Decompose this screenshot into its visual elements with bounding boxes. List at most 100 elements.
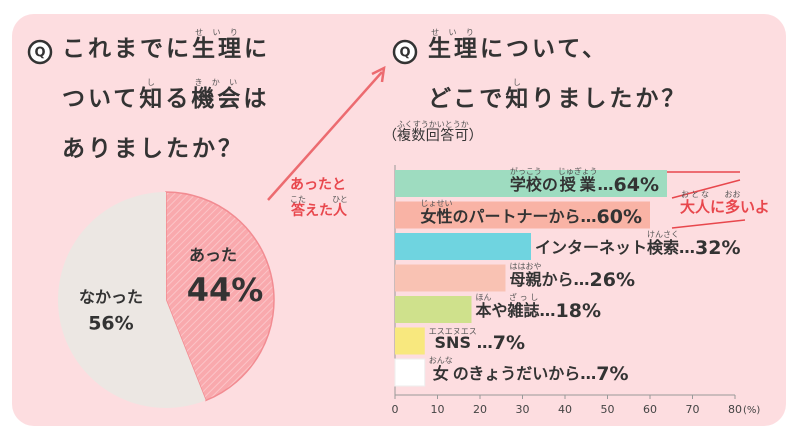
text: ） [468, 128, 483, 144]
text: 生理 [192, 36, 244, 62]
text: 知 [139, 86, 166, 112]
line: これまでに生理せいりに [62, 24, 270, 74]
ruby-text: 生理せいり [428, 28, 480, 62]
category-label: なかった [79, 288, 143, 307]
text: 授業 [557, 175, 598, 194]
bar-label: 母親ははおや から… 26% [510, 258, 636, 292]
furigana: おんな [428, 356, 453, 365]
furigana: せいり [428, 28, 480, 37]
x-tick-label: 70 [686, 403, 700, 416]
separator: … [476, 332, 493, 352]
bar [395, 170, 667, 197]
furigana: ざっし [507, 293, 540, 302]
text: 生理 [428, 36, 480, 62]
text: に [710, 198, 726, 216]
pie-slice [165, 191, 275, 402]
ruby-text: 雑誌ざっし [508, 293, 540, 323]
ruby-text: 女おんな [429, 356, 453, 386]
text: 機会 [191, 86, 244, 112]
q-icon [392, 39, 418, 65]
furigana: こた [290, 195, 306, 204]
text: インターネット [535, 238, 648, 257]
ruby-text: 大人おとな [680, 190, 710, 216]
text: に [244, 36, 270, 62]
bar-label: 本ほんや雑誌ざっし… 18% [476, 289, 602, 323]
text: （ [383, 128, 397, 144]
subtitle: （複数回答可ふくすうかいとうか） [383, 120, 483, 145]
text: 人 [332, 203, 348, 219]
furigana: がっこう [509, 167, 542, 176]
furigana: じょせい [420, 198, 453, 208]
ruby-text: 機会きかい [191, 78, 244, 112]
text: のパートナーから [452, 206, 581, 226]
text: 本 [475, 301, 492, 320]
text: は [243, 86, 270, 112]
furigana: きかい [191, 78, 244, 87]
x-tick-label: 20 [473, 403, 487, 416]
separator: … [580, 206, 597, 226]
line: 生理せいりについて、 [428, 24, 687, 74]
q-icon-text: Q [399, 46, 410, 61]
text: 多 [724, 198, 741, 216]
value-label: 7% [596, 363, 629, 385]
title: これまでに生理せいりに ついて知しる機会きかいはありましたか？ [62, 24, 270, 174]
text: ありましたか？ [62, 136, 244, 162]
annotation: あったと 答こたえた人ひと [290, 175, 348, 221]
furigana: エスエヌエス [428, 326, 477, 336]
furigana: けんさく [647, 230, 680, 239]
bar-label: 女おんな のきょうだいから… 7% [429, 352, 629, 386]
bar-label: インターネット 検索けんさく… 32% [535, 226, 741, 260]
line: ありましたか？ [62, 124, 270, 174]
separator: … [597, 175, 614, 194]
line: どこで知しりましたか？ [428, 74, 687, 124]
text: について、 [480, 36, 609, 62]
value-label: 60% [596, 205, 642, 228]
title: 生理せいりについて、 どこで知しりましたか？ [428, 24, 687, 124]
value-label: 32% [695, 237, 741, 259]
q-icon [27, 39, 53, 65]
text: SNS [428, 332, 477, 352]
ruby-text: 学校がっこう [510, 167, 542, 197]
text: 母親 [509, 269, 542, 289]
ruby-text: 生理せいり [192, 28, 244, 62]
ruby-text: 授業じゅぎょう [558, 167, 598, 197]
x-tick-label: 50 [601, 403, 615, 416]
text: あったと [290, 177, 346, 193]
text: どこで [428, 86, 506, 112]
value-label: 18% [555, 300, 602, 322]
text: 雑誌 [507, 301, 540, 320]
x-tick-label: 60 [643, 403, 657, 416]
ruby-text: 知し [505, 78, 532, 112]
pie-slice [58, 192, 206, 408]
ruby-text: 多おお [724, 190, 741, 216]
text: 複数回答可 [396, 128, 469, 144]
bar-label: 女性じょせい のパートナーから… 60% [420, 195, 642, 229]
text: りましたか？ [531, 86, 688, 112]
ruby-text: 女性じょせい [420, 199, 452, 229]
annotation-line [671, 179, 746, 229]
x-tick-label: 10 [431, 403, 445, 416]
ruby-text: 本ほん [476, 293, 492, 323]
q-icon-text: Q [34, 46, 45, 61]
text: る [165, 86, 192, 112]
furigana: ふくすうかいとうか [396, 120, 469, 129]
text: えた [305, 203, 333, 219]
value-label: 26% [589, 268, 636, 291]
separator: … [573, 269, 590, 289]
furigana: おお [724, 190, 741, 199]
text: いよ [740, 198, 770, 216]
bar [395, 233, 531, 260]
ruby-text: 複数回答可ふくすうかいとうか [396, 120, 469, 144]
ruby-text: 母親ははおや [510, 262, 542, 292]
furigana: おとな [680, 190, 710, 199]
line: ついて知しる機会きかいは [62, 74, 270, 124]
bar [395, 327, 425, 355]
value-label: 7% [492, 331, 526, 354]
ruby-text: 検索けんさく [647, 230, 679, 260]
text: 知 [505, 86, 532, 112]
bar [395, 296, 472, 323]
separator: … [539, 301, 556, 320]
text: の [541, 175, 558, 194]
ruby-text: 人ひと [332, 195, 348, 219]
